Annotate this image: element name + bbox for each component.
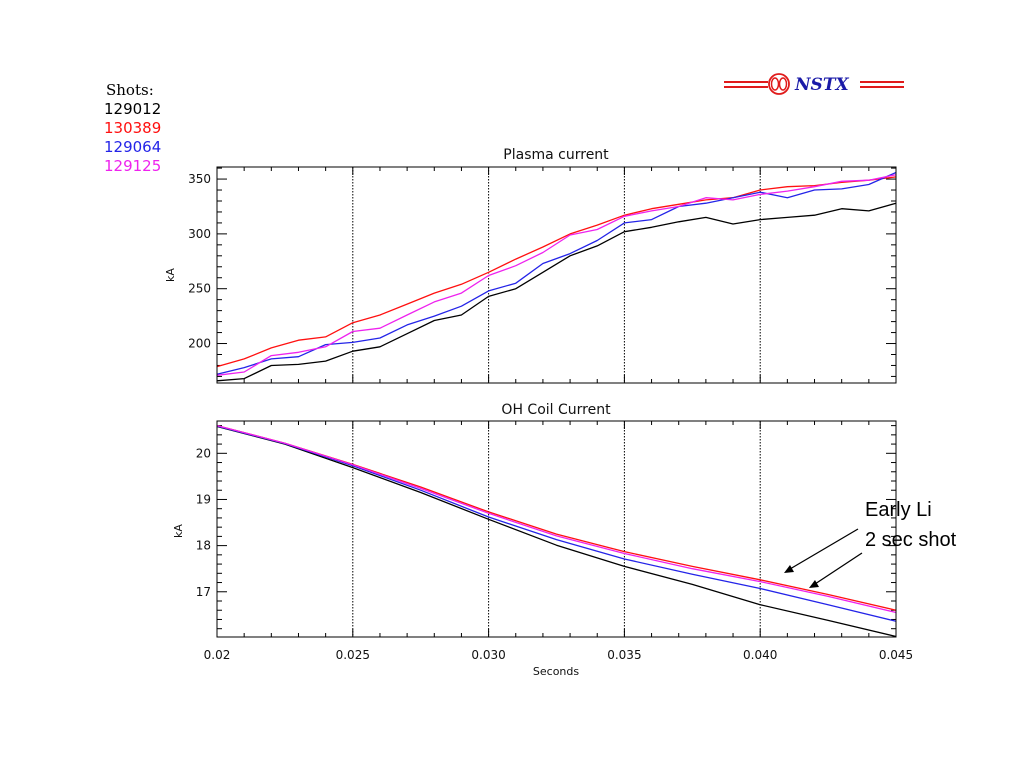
torus-emblem-icon xyxy=(768,73,790,95)
oh-coil-current-title: OH Coil Current xyxy=(501,402,611,418)
oh-coil-current-series-129125 xyxy=(216,424,897,614)
shot-label-2: 130389 xyxy=(104,119,161,137)
plasma-current-panel: Plasma current 200 250 300 350 kA xyxy=(164,147,897,384)
oh-coil-current-ytick-label: 17 xyxy=(196,585,211,599)
shot-label-4: 129125 xyxy=(104,157,161,175)
oh-coil-current-series-129064 xyxy=(216,425,897,622)
annotation-arrow-2 xyxy=(814,552,863,585)
x-axis-label: Seconds xyxy=(533,665,579,678)
plasma-current-ytick-label: 300 xyxy=(188,227,211,241)
plasma-current-ytick-label: 350 xyxy=(188,172,211,186)
plasma-current-series-130389 xyxy=(216,176,897,368)
annotation-arrowhead-1 xyxy=(784,565,794,573)
x-tick-label: 0.045 xyxy=(879,648,913,662)
plasma-current-series-129064 xyxy=(216,171,897,375)
annotation-arrow-1 xyxy=(789,528,859,570)
oh-coil-current-ytick-label: 18 xyxy=(196,539,211,553)
x-tick-label: 0.025 xyxy=(336,648,370,662)
early-li-annotation: Early Li 2 sec shot xyxy=(784,499,957,588)
shot-label-3: 129064 xyxy=(104,138,161,156)
annotation-line-1: Early Li xyxy=(865,499,932,521)
oh-coil-current-panel: OH Coil Current 17 18 19 20 0.02 0.025 0.030 0.… xyxy=(172,402,913,678)
shot-label-1: 129012 xyxy=(104,100,161,118)
oh-coil-current-ylabel: kA xyxy=(172,524,185,538)
oh-coil-current-ytick-label: 20 xyxy=(196,446,211,460)
annotation-line-2: 2 sec shot xyxy=(865,529,957,551)
x-tick-label: 0.035 xyxy=(607,648,641,662)
oh-coil-current-frame xyxy=(216,420,897,638)
x-tick-label: 0.030 xyxy=(471,648,505,662)
x-tick-label: 0.02 xyxy=(204,648,231,662)
oh-coil-current-ytick-label: 19 xyxy=(196,492,211,506)
plasma-current-ytick-label: 200 xyxy=(188,337,211,351)
oh-coil-current-series-130389 xyxy=(216,424,897,611)
x-tick-label: 0.040 xyxy=(743,648,777,662)
plasma-current-series-129125 xyxy=(216,174,897,376)
annotation-arrowhead-2 xyxy=(809,580,819,588)
shots-legend: Shots: 129012 130389 129064 129125 xyxy=(104,81,161,175)
nstx-logo: NSTX xyxy=(724,73,904,95)
plasma-current-title: Plasma current xyxy=(503,147,609,163)
plasma-current-series-129012 xyxy=(216,202,897,382)
plasma-current-ytick-label: 250 xyxy=(188,282,211,296)
plasma-current-ylabel: kA xyxy=(164,268,177,282)
oh-coil-current-series-129012 xyxy=(216,425,897,638)
plasma-current-frame xyxy=(216,166,897,384)
logo-wordmark: NSTX xyxy=(794,75,849,95)
shots-legend-title: Shots: xyxy=(106,81,154,99)
